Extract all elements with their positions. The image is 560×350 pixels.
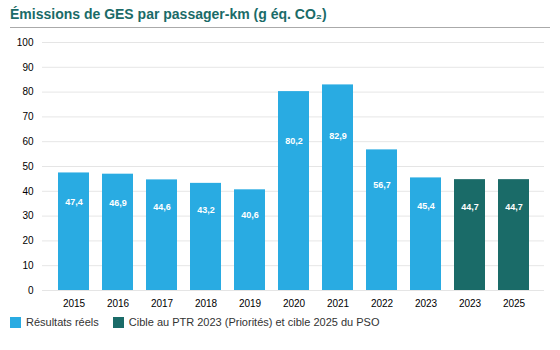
svg-text:2025: 2025 <box>503 298 526 309</box>
svg-text:2022: 2022 <box>371 298 394 309</box>
svg-text:70: 70 <box>22 111 34 122</box>
svg-text:82,9: 82,9 <box>329 131 347 141</box>
svg-text:44,7: 44,7 <box>505 202 523 212</box>
svg-text:0: 0 <box>28 285 34 296</box>
svg-text:2015: 2015 <box>63 298 86 309</box>
svg-text:46,9: 46,9 <box>109 198 127 208</box>
html-text:Émissions de GES par passager-: Émissions de GES par passager-km (g éq. … <box>10 6 327 22</box>
svg-text:2017: 2017 <box>151 298 174 309</box>
svg-text:80,2: 80,2 <box>285 136 303 146</box>
svg-text:90: 90 <box>22 62 34 73</box>
svg-text:44,7: 44,7 <box>461 202 479 212</box>
svg-text:30: 30 <box>22 210 34 221</box>
svg-text:40,6: 40,6 <box>241 210 259 220</box>
svg-text:80: 80 <box>22 86 34 97</box>
svg-text:45,4: 45,4 <box>417 201 435 211</box>
html-text:Cible au PTR 2023 (Priorités): Cible au PTR 2023 (Priorités) et cible 2… <box>128 316 380 328</box>
svg-text:2021: 2021 <box>327 298 350 309</box>
svg-text:2023: 2023 <box>459 298 482 309</box>
svg-text:2023: 2023 <box>415 298 438 309</box>
svg-text:47,4: 47,4 <box>65 197 83 207</box>
svg-text:10: 10 <box>22 260 34 271</box>
svg-text:44,6: 44,6 <box>153 202 171 212</box>
svg-text:60: 60 <box>22 136 34 147</box>
svg-text:20: 20 <box>22 235 34 246</box>
svg-text:50: 50 <box>22 161 34 172</box>
svg-text:100: 100 <box>17 37 34 48</box>
svg-text:40: 40 <box>22 186 34 197</box>
svg-text:56,7: 56,7 <box>373 180 391 190</box>
svg-text:2019: 2019 <box>239 298 262 309</box>
html-text:Résultats réels: Résultats réels <box>26 316 99 328</box>
svg-text:2020: 2020 <box>283 298 306 309</box>
svg-text:2016: 2016 <box>107 298 130 309</box>
svg-text:2018: 2018 <box>195 298 218 309</box>
svg-text:43,2: 43,2 <box>197 205 215 215</box>
